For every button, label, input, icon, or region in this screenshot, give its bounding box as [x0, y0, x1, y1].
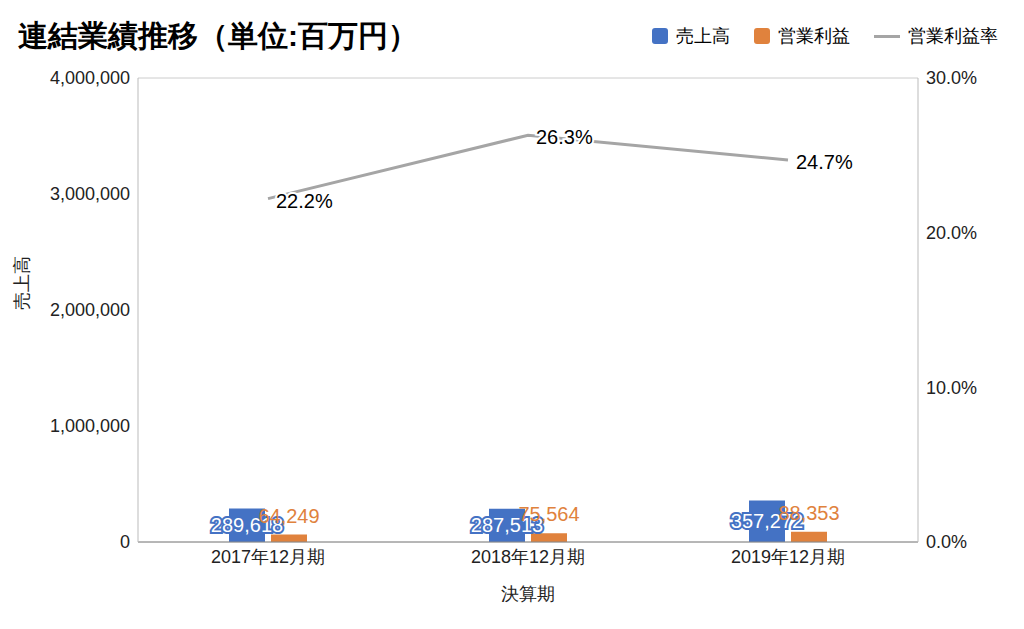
svg-text:2018年12月期: 2018年12月期	[471, 547, 585, 567]
html-text:営業利益: 営業利益	[778, 26, 850, 46]
svg-text:0.0%: 0.0%	[926, 532, 967, 552]
svg-text:売上高: 売上高	[12, 256, 32, 310]
svg-text:88,353: 88,353	[778, 502, 839, 524]
svg-text:357,272: 357,272	[730, 510, 804, 533]
html-text:営業利益率: 営業利益率	[908, 26, 998, 46]
svg-text:2,000,000: 2,000,000	[50, 300, 130, 320]
svg-text:1,000,000: 1,000,000	[50, 416, 130, 436]
svg-text:24.7%: 24.7%	[796, 151, 853, 173]
html-text:連結業績推移（単位:百万円）: 連結業績推移（単位:百万円）	[18, 18, 418, 52]
svg-text:0: 0	[120, 532, 130, 552]
svg-text:決算期: 決算期	[501, 584, 555, 604]
svg-text:20.0%: 20.0%	[926, 223, 977, 243]
svg-text:287,513: 287,513	[470, 514, 544, 537]
svg-text:3,000,000: 3,000,000	[50, 184, 130, 204]
svg-text:2019年12月期: 2019年12月期	[731, 547, 845, 567]
svg-text:30.0%: 30.0%	[926, 68, 977, 88]
svg-text:75,564: 75,564	[518, 503, 579, 525]
svg-text:4,000,000: 4,000,000	[50, 68, 130, 88]
svg-text:26.3%: 26.3%	[536, 126, 593, 148]
html-text:売上高: 売上高	[676, 26, 730, 46]
svg-text:22.2%: 22.2%	[276, 190, 333, 212]
svg-text:10.0%: 10.0%	[926, 378, 977, 398]
svg-text:64,249: 64,249	[258, 505, 319, 527]
svg-text:2017年12月期: 2017年12月期	[211, 547, 325, 567]
svg-text:289,618: 289,618	[210, 514, 284, 537]
